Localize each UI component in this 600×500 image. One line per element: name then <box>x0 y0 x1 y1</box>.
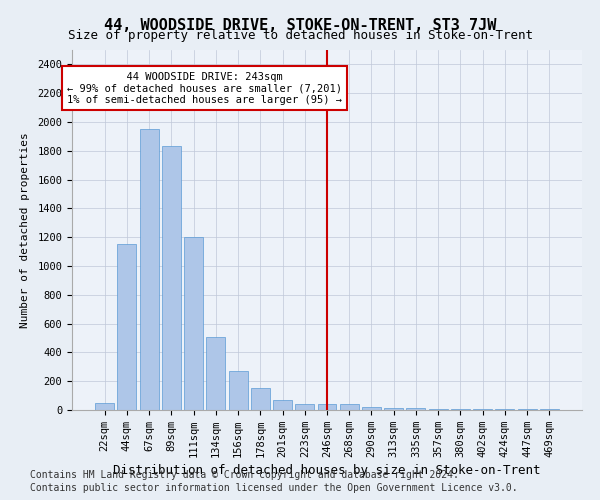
Bar <box>429 408 448 410</box>
Bar <box>340 404 359 410</box>
Text: Contains HM Land Registry data © Crown copyright and database right 2024.: Contains HM Land Registry data © Crown c… <box>30 470 459 480</box>
Bar <box>206 336 225 410</box>
Bar <box>317 404 337 410</box>
Text: 44 WOODSIDE DRIVE: 243sqm  
← 99% of detached houses are smaller (7,201)
1% of s: 44 WOODSIDE DRIVE: 243sqm ← 99% of detac… <box>67 72 342 105</box>
Bar <box>140 129 158 410</box>
Bar <box>229 371 248 410</box>
Bar <box>184 237 203 410</box>
Text: Size of property relative to detached houses in Stoke-on-Trent: Size of property relative to detached ho… <box>67 29 533 42</box>
Bar <box>384 408 403 410</box>
Bar <box>273 400 292 410</box>
Y-axis label: Number of detached properties: Number of detached properties <box>20 132 31 328</box>
Bar <box>118 244 136 410</box>
Bar <box>406 408 425 410</box>
Bar <box>95 403 114 410</box>
X-axis label: Distribution of detached houses by size in Stoke-on-Trent: Distribution of detached houses by size … <box>113 464 541 477</box>
Text: 44, WOODSIDE DRIVE, STOKE-ON-TRENT, ST3 7JW: 44, WOODSIDE DRIVE, STOKE-ON-TRENT, ST3 … <box>104 18 496 32</box>
Bar <box>295 404 314 410</box>
Bar <box>362 407 381 410</box>
Bar <box>251 388 270 410</box>
Text: Contains public sector information licensed under the Open Government Licence v3: Contains public sector information licen… <box>30 483 518 493</box>
Bar <box>162 146 181 410</box>
